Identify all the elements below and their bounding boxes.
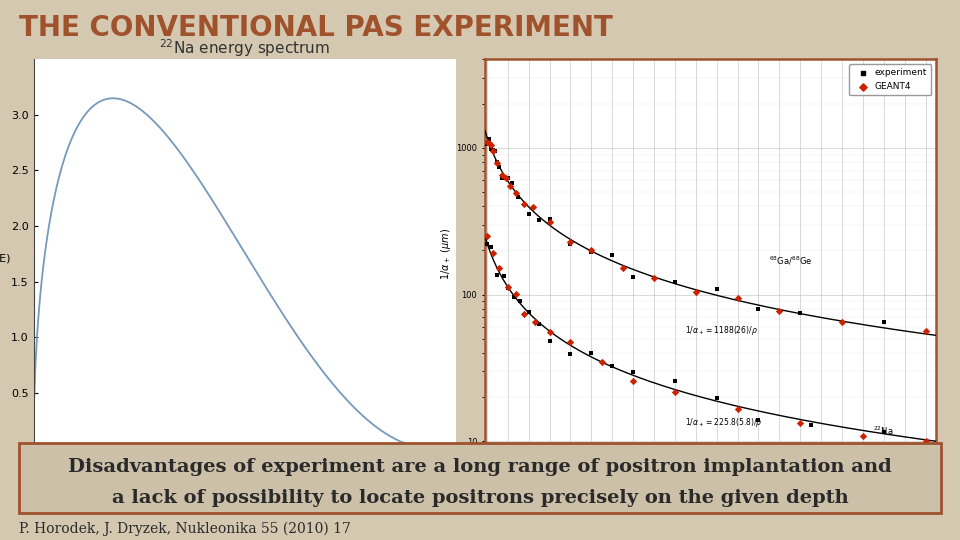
Text: a lack of possibility to locate positrons precisely on the given depth: a lack of possibility to locate positron… — [111, 489, 849, 507]
Point — [532, 320, 547, 328]
Point — [751, 416, 766, 424]
Point — [479, 139, 494, 148]
Y-axis label: $1/\alpha_+\ (\mu m)$: $1/\alpha_+\ (\mu m)$ — [440, 228, 453, 280]
Point — [493, 173, 509, 182]
Point — [541, 215, 557, 224]
Point — [479, 240, 494, 249]
Point — [667, 388, 683, 396]
Point — [525, 202, 540, 211]
Point — [492, 163, 507, 171]
Point — [481, 138, 496, 147]
Text: $^{22}$Na: $^{22}$Na — [874, 425, 894, 437]
Point — [918, 327, 933, 335]
Point — [688, 287, 704, 296]
Point — [855, 431, 871, 440]
Point — [625, 367, 640, 376]
Point — [506, 293, 521, 301]
Point — [563, 338, 578, 346]
Point — [584, 246, 599, 254]
Point — [730, 404, 745, 413]
Point — [481, 134, 496, 143]
Point — [496, 272, 512, 280]
Point — [490, 159, 505, 167]
Point — [793, 308, 808, 317]
Point — [486, 147, 501, 156]
Point — [513, 297, 528, 306]
Point — [498, 173, 514, 182]
Point — [498, 173, 514, 182]
Point — [502, 181, 517, 190]
Point — [516, 310, 532, 319]
Point — [709, 394, 725, 402]
Point — [541, 337, 557, 346]
Point — [511, 193, 526, 201]
Point — [594, 358, 610, 367]
Point — [490, 158, 505, 166]
Point — [509, 289, 524, 298]
Point — [793, 418, 808, 427]
Point — [646, 273, 661, 282]
Text: $^{68}$Ga/$^{68}$Ge: $^{68}$Ga/$^{68}$Ge — [769, 255, 812, 267]
Point — [625, 377, 640, 386]
Point — [484, 145, 499, 154]
X-axis label: density (g/cm³): density (g/cm³) — [673, 468, 748, 477]
Point — [486, 146, 501, 154]
Point — [625, 273, 640, 281]
Point — [509, 188, 524, 197]
Point — [486, 248, 501, 257]
Point — [500, 283, 516, 292]
Text: $1/\alpha_+=1188(26)/\rho$: $1/\alpha_+=1188(26)/\rho$ — [685, 324, 758, 337]
FancyBboxPatch shape — [19, 443, 941, 513]
Point — [730, 294, 745, 303]
Point — [479, 137, 494, 146]
Text: THE CONVENTIONAL PAS EXPERIMENT: THE CONVENTIONAL PAS EXPERIMENT — [19, 14, 613, 42]
Y-axis label: P(E): P(E) — [0, 254, 12, 264]
Point — [504, 178, 519, 187]
Point — [803, 421, 818, 429]
Point — [615, 264, 631, 273]
Point — [876, 318, 892, 326]
Point — [918, 437, 933, 445]
Point — [541, 218, 557, 226]
Point — [500, 284, 516, 293]
Point — [500, 174, 516, 183]
Point — [709, 285, 725, 293]
Point — [772, 307, 787, 315]
Point — [584, 349, 599, 357]
Point — [527, 318, 542, 326]
Point — [521, 210, 537, 218]
Point — [751, 305, 766, 314]
X-axis label: E: E — [449, 464, 456, 475]
Point — [605, 362, 620, 370]
Point — [667, 278, 683, 286]
Point — [605, 251, 620, 259]
Point — [484, 242, 499, 251]
Point — [834, 318, 850, 326]
Point — [541, 327, 557, 336]
Point — [488, 147, 503, 156]
Point — [484, 141, 499, 150]
Text: $1/\alpha_+=225.8(5.8)/\rho$: $1/\alpha_+=225.8(5.8)/\rho$ — [685, 416, 762, 429]
Point — [563, 349, 578, 358]
Text: P. Horodek, J. Dryzek, Nukleonika 55 (2010) 17: P. Horodek, J. Dryzek, Nukleonika 55 (20… — [19, 521, 351, 536]
Point — [490, 271, 505, 279]
Point — [479, 232, 494, 240]
Text: Disadvantages of experiment are a long range of positron implantation and: Disadvantages of experiment are a long r… — [68, 458, 892, 476]
Point — [584, 247, 599, 256]
Point — [918, 441, 933, 449]
Point — [532, 215, 547, 224]
Legend: experiment, GEANT4: experiment, GEANT4 — [850, 64, 931, 96]
Point — [496, 174, 512, 183]
Point — [667, 377, 683, 386]
Point — [492, 263, 507, 272]
Title: $^{22}$Na energy spectrum: $^{22}$Na energy spectrum — [159, 37, 330, 59]
Point — [876, 428, 892, 436]
Point — [493, 170, 509, 179]
Point — [516, 200, 532, 208]
Point — [521, 308, 537, 316]
Point — [563, 240, 578, 248]
Point — [563, 238, 578, 246]
